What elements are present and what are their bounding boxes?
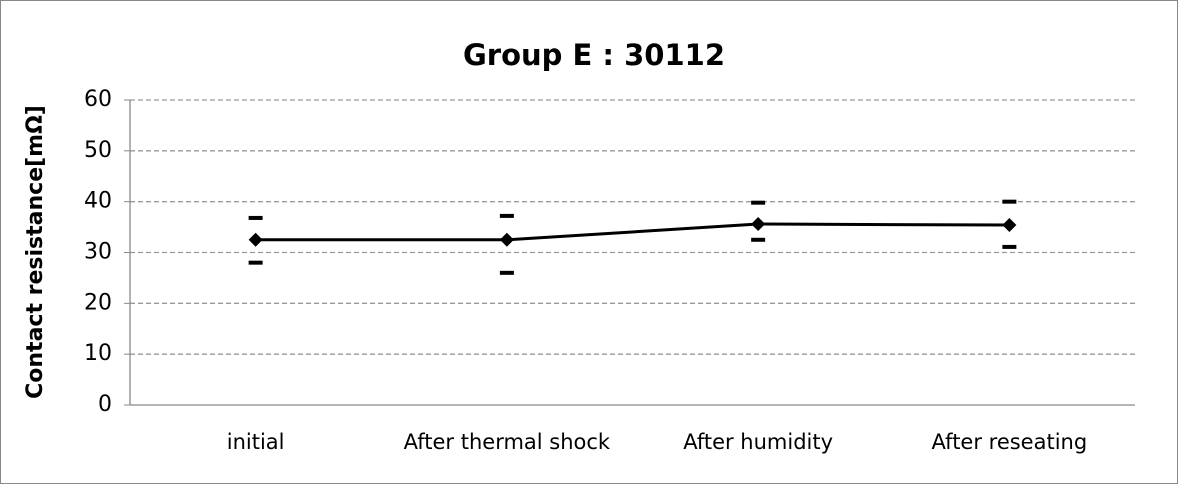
point-marker bbox=[248, 232, 263, 247]
y-tick-label: 40 bbox=[84, 189, 112, 214]
y-axis-label: Contact resistance[mΩ] bbox=[23, 105, 48, 399]
series-line bbox=[255, 222, 1010, 242]
y-tick-label: 50 bbox=[84, 138, 112, 163]
y-tick-label: 0 bbox=[98, 392, 112, 417]
point-marker bbox=[751, 217, 766, 232]
point-marker bbox=[499, 232, 514, 247]
y-tick-label: 20 bbox=[84, 290, 112, 315]
y-tick-label: 60 bbox=[84, 87, 112, 112]
x-tick-label: initial bbox=[227, 430, 285, 454]
x-tick-label: After humidity bbox=[683, 430, 833, 454]
x-tick-label: After reseating bbox=[932, 430, 1088, 454]
y-tick-label: 30 bbox=[84, 240, 112, 265]
point-marker bbox=[1002, 218, 1017, 233]
y-tick-label: 10 bbox=[84, 341, 112, 366]
chart-title: Group E : 30112 bbox=[463, 38, 725, 72]
x-tick-label: After thermal shock bbox=[404, 430, 611, 454]
